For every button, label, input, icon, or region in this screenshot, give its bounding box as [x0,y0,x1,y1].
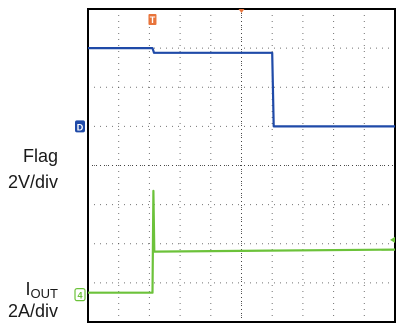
trace-flag [88,47,395,128]
trigger-time-marker [238,9,245,13]
flag-trace-label: Flag [22,146,58,166]
flag-scale-label: 2V/div [7,172,58,192]
graticule-grid [88,9,395,322]
trace-iout [88,189,396,294]
traces [88,47,396,294]
trigger-level-marker [390,236,395,243]
iout-channel-marker-text: 4 [77,291,82,301]
iout-scale-label: 2A/div [7,301,58,321]
iout-channel-marker-box [74,288,86,302]
iout-trace-label: IOUT [26,279,58,304]
trigger-marker-text: T [150,15,156,25]
markers: T D 4 [74,9,395,302]
flag-channel-marker-box [75,120,85,133]
trigger-marker-box [148,14,157,25]
iout-label-sub: OUT [30,286,58,301]
iout-label-main: I [25,279,31,299]
flag-channel-marker-text: D [77,122,84,132]
